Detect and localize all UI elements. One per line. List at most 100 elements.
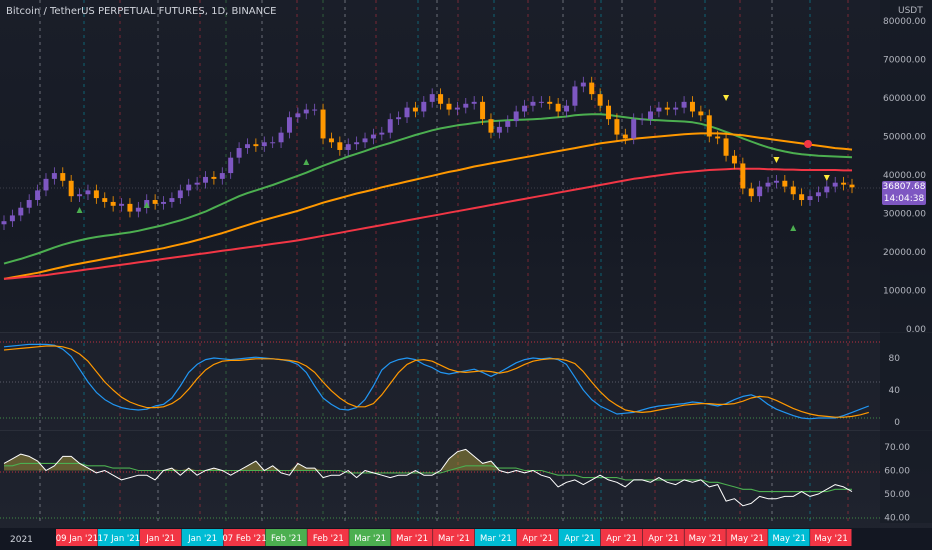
candle bbox=[555, 103, 561, 112]
rsi-line bbox=[3, 448, 853, 507]
candle bbox=[102, 198, 108, 202]
candle bbox=[513, 111, 519, 122]
candle bbox=[715, 136, 721, 139]
time-axis-chip bbox=[474, 529, 517, 546]
last-price-value: 36807.68 bbox=[882, 182, 926, 192]
candle bbox=[18, 207, 24, 216]
candle bbox=[664, 107, 670, 110]
candle bbox=[757, 186, 763, 197]
candle bbox=[547, 101, 553, 104]
price-tick-label: 40000.00 bbox=[883, 171, 926, 181]
candle bbox=[270, 142, 276, 144]
price-tick-label: 0.00 bbox=[906, 325, 926, 335]
time-tick-label: May '21 bbox=[731, 534, 764, 544]
time-tick-label: Apr '21 bbox=[523, 534, 554, 544]
candle bbox=[689, 101, 695, 112]
sell-signal-marker bbox=[773, 157, 780, 163]
buy-signal-marker bbox=[143, 202, 150, 208]
time-tick-label: Feb '21 bbox=[271, 534, 302, 544]
candle bbox=[51, 173, 57, 179]
candle bbox=[564, 105, 570, 112]
candle bbox=[345, 144, 351, 150]
candle bbox=[261, 142, 267, 147]
price-tick-label: 60000.00 bbox=[883, 94, 926, 104]
candle bbox=[841, 182, 847, 185]
candle bbox=[110, 201, 116, 206]
time-axis-chip bbox=[684, 529, 726, 546]
time-tick-label: Apr '21 bbox=[648, 534, 679, 544]
candle bbox=[412, 107, 418, 112]
candle bbox=[303, 109, 309, 114]
time-axis-chip bbox=[97, 529, 140, 546]
signal-markers bbox=[76, 95, 830, 231]
candle bbox=[815, 192, 821, 197]
rsi-axis: 70.00 60.00 50.00 40.00 bbox=[884, 443, 910, 524]
candle bbox=[387, 119, 393, 133]
candle bbox=[740, 163, 746, 189]
candle bbox=[194, 182, 200, 185]
ma-fast-line bbox=[3, 113, 853, 265]
candle bbox=[648, 111, 653, 120]
time-axis-chip bbox=[768, 529, 810, 546]
candle bbox=[446, 103, 452, 110]
candle bbox=[748, 188, 754, 197]
buy-signal-marker bbox=[303, 159, 310, 165]
rsi-tick-label: 50.00 bbox=[884, 490, 910, 500]
time-axis-chip bbox=[642, 529, 684, 546]
candle bbox=[597, 94, 603, 106]
time-axis-chip bbox=[433, 529, 475, 546]
candle bbox=[505, 121, 511, 127]
candle bbox=[706, 115, 712, 137]
time-tick-label: Mar '21 bbox=[438, 534, 470, 544]
price-tick-label: 10000.00 bbox=[883, 287, 926, 297]
candle bbox=[253, 144, 259, 147]
candle bbox=[228, 157, 234, 174]
candle bbox=[362, 138, 368, 143]
candle bbox=[622, 134, 628, 139]
candle bbox=[849, 184, 855, 188]
candle bbox=[354, 142, 360, 145]
buy-signal-marker bbox=[790, 225, 797, 231]
candle bbox=[295, 113, 301, 118]
candle bbox=[522, 105, 528, 112]
candle bbox=[681, 101, 687, 108]
time-axis-chip bbox=[265, 529, 307, 546]
time-axis-chip bbox=[600, 529, 643, 546]
candle bbox=[43, 178, 49, 191]
candle bbox=[438, 94, 444, 104]
candle bbox=[68, 180, 74, 197]
time-axis-chip bbox=[391, 529, 433, 546]
stoch-axis: 80 40 0 bbox=[889, 354, 901, 428]
chart-title: Bitcoin / TetherUS PERPETUAL FUTURES, 1D… bbox=[6, 6, 277, 17]
candle bbox=[186, 184, 192, 191]
candle bbox=[463, 103, 469, 108]
time-axis-chip bbox=[516, 529, 559, 546]
candle bbox=[328, 138, 334, 143]
time-tick-label: Feb '21 bbox=[313, 534, 344, 544]
time-tick-label: May '21 bbox=[689, 534, 722, 544]
candle bbox=[765, 182, 771, 187]
candle bbox=[93, 190, 99, 199]
bar-countdown: 14:04:38 bbox=[883, 194, 925, 204]
candle bbox=[572, 86, 578, 106]
candle bbox=[85, 190, 91, 195]
candle bbox=[606, 105, 612, 120]
candle bbox=[589, 82, 595, 95]
pane-separator bbox=[0, 430, 932, 431]
stoch-d-line bbox=[3, 345, 869, 418]
cross-marker bbox=[804, 140, 812, 148]
candle bbox=[631, 119, 637, 139]
candle bbox=[723, 138, 729, 156]
candle bbox=[530, 101, 536, 106]
candle bbox=[177, 190, 183, 199]
stoch-pane-bg bbox=[0, 333, 880, 430]
candle bbox=[807, 196, 813, 201]
time-axis-chip bbox=[56, 529, 98, 546]
last-price-tag: 36807.68 14:04:38 bbox=[882, 181, 926, 205]
candle bbox=[496, 126, 502, 133]
candle bbox=[421, 101, 427, 112]
rsi-tick-label: 60.00 bbox=[884, 467, 910, 477]
time-tick-label: 17 Jan '21 bbox=[98, 534, 140, 544]
